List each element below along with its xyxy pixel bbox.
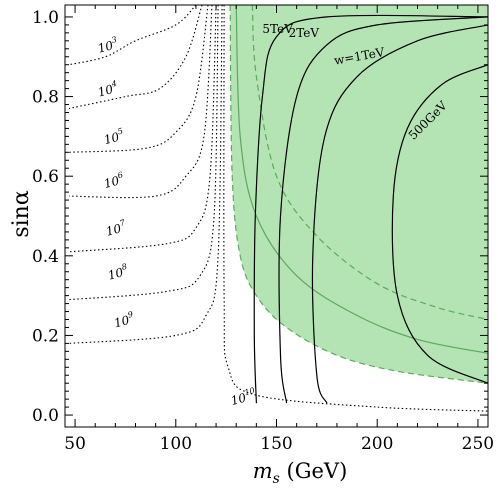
y-tick-label: 0.0 <box>32 406 59 426</box>
contour-10-10 <box>223 5 488 412</box>
x-axis-subscript: s <box>273 471 280 487</box>
y-tick-label: 0.6 <box>32 167 59 187</box>
curve-2tev <box>278 16 488 404</box>
contour-label-10-10: 1010 <box>229 386 258 408</box>
contour-label-10-9: 109 <box>112 310 136 331</box>
curve-w-1tev <box>311 24 488 404</box>
curve-label-2tev: 2TeV <box>289 26 320 40</box>
y-tick-label: 1.0 <box>32 8 59 28</box>
contour-label-10-6: 106 <box>102 170 126 191</box>
contour-label-10-3: 103 <box>96 35 120 56</box>
contour-label-10-4: 104 <box>96 79 120 100</box>
x-tick-label: 200 <box>361 434 393 454</box>
y-tick-label: 0.8 <box>32 88 59 108</box>
shaded-region-solid-curve <box>235 5 488 354</box>
tick-labels-layer: 50 100 150 200 250 0.0 0.2 0.4 0.6 0.8 1.0 <box>32 8 494 454</box>
contour-label-10-7: 107 <box>104 218 129 239</box>
contour-label-10-5: 105 <box>102 126 126 147</box>
y-axis-title: sinα <box>9 190 34 237</box>
curve-500gev <box>391 64 488 384</box>
x-tick-label: 250 <box>462 434 494 454</box>
shaded-region-layer <box>229 5 488 384</box>
x-tick-label: 150 <box>260 434 292 454</box>
contour-10-6 <box>68 5 213 199</box>
shaded-region <box>230 5 488 384</box>
x-axis-symbol: m <box>253 459 273 483</box>
contour-10-3 <box>68 5 197 66</box>
contour-10-5 <box>68 5 209 153</box>
contour-10-8 <box>68 5 219 301</box>
contour-label-10-8: 108 <box>106 262 130 283</box>
ticks-layer <box>65 5 488 427</box>
x-axis-title: ms (GeV) <box>253 459 348 487</box>
contour-10-4 <box>68 5 203 110</box>
x-tick-label: 50 <box>64 434 86 454</box>
y-tick-label: 0.2 <box>32 326 59 346</box>
contour-10-9 <box>68 5 223 344</box>
x-axis-unit: (GeV) <box>287 459 348 483</box>
contour-10-7 <box>68 5 217 253</box>
shaded-region-boundary <box>229 5 488 384</box>
curve-label-5tev: 5TeV <box>262 22 293 36</box>
curve-5tev <box>253 14 488 404</box>
y-tick-label: 0.4 <box>32 247 59 267</box>
curves-layer <box>68 5 488 412</box>
x-tick-label: 100 <box>160 434 192 454</box>
